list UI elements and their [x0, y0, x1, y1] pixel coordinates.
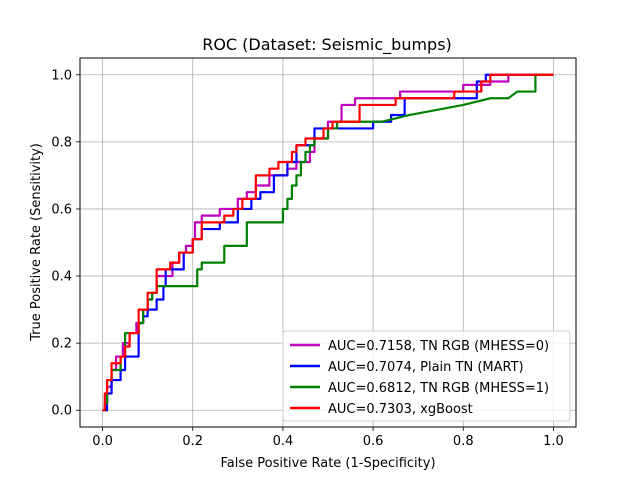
y-tick-label: 0.6 — [51, 202, 72, 217]
x-tick-label: 0.0 — [92, 434, 113, 449]
x-axis-label: False Positive Rate (1-Specificity) — [220, 456, 435, 471]
x-tick-label: 1.0 — [543, 434, 564, 449]
y-tick-label: 0.2 — [51, 337, 72, 352]
x-tick-label: 0.8 — [453, 434, 474, 449]
x-tick-label: 0.6 — [363, 434, 384, 449]
legend-label-2: AUC=0.6812, TN RGB (MHESS=1) — [328, 381, 549, 396]
y-tick-label: 0.8 — [51, 135, 72, 150]
axis-ticks: 0.0 0.2 0.4 0.6 0.8 1.0 0.0 0.2 0.4 0.6 0.8 1.0 — [51, 68, 563, 449]
series-line-3 — [102, 73, 554, 412]
legend: AUC=0.7158, TN RGB (MHESS=0) AUC=0.7074, … — [282, 330, 571, 422]
y-tick-label: 1.0 — [51, 68, 72, 83]
legend-label-3: AUC=0.7303, xgBoost — [328, 402, 473, 417]
chart-title: ROC (Dataset: Seismic_bumps) — [202, 35, 452, 55]
legend-box — [282, 330, 571, 422]
y-tick-label: 0.4 — [51, 270, 72, 285]
series-lines — [102, 73, 554, 412]
y-axis-label: True Positive Rate (Sensitivity) — [29, 143, 44, 342]
legend-label-1: AUC=0.7074, Plain TN (MART) — [328, 360, 524, 375]
plot-frame — [79, 57, 577, 428]
legend-label-0: AUC=0.7158, TN RGB (MHESS=0) — [328, 339, 549, 354]
y-tick-label: 0.0 — [51, 404, 72, 419]
x-tick-label: 0.2 — [182, 434, 203, 449]
x-tick-label: 0.4 — [273, 434, 294, 449]
series-line-1 — [102, 73, 554, 412]
